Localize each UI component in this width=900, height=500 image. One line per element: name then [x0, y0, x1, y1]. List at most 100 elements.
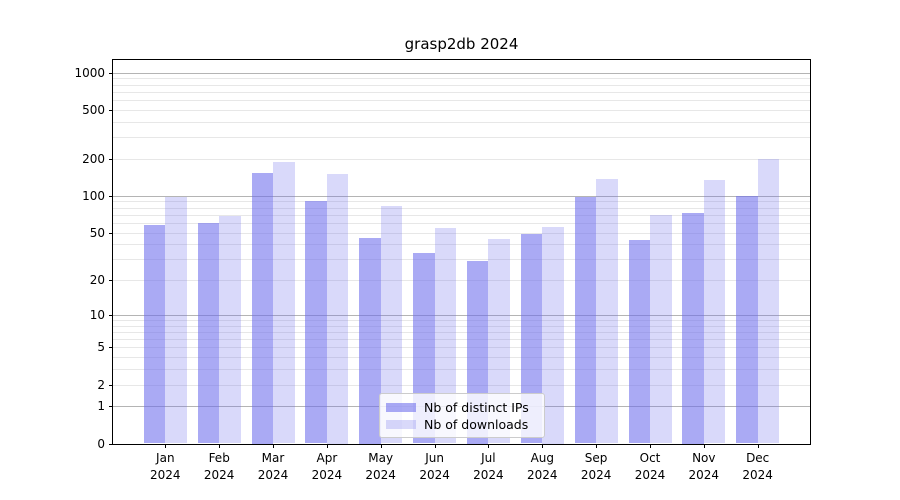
- grid-line-minor-7: [113, 331, 810, 333]
- legend-swatch-distinct-ips: [386, 402, 416, 412]
- x-tick-label-year-jun: 2024: [419, 467, 450, 482]
- bar-aug-downloads: [542, 226, 564, 444]
- bar-aug-distinct-ips: [520, 233, 543, 444]
- bar-jan-downloads: [165, 197, 187, 444]
- bar-nov-distinct-ips: [682, 212, 704, 444]
- y-tick-label-100: 100: [82, 188, 105, 203]
- legend-entry-distinct-ips: Nb of distinct IPs: [386, 399, 536, 415]
- x-tick-aug: [542, 443, 544, 448]
- x-tick-label-oct: Oct 2024: [620, 450, 680, 484]
- x-tick-label-year-sep: 2024: [580, 467, 612, 482]
- grid-line-minor-9: [113, 319, 810, 321]
- bar-jan-distinct-ips: [143, 224, 166, 444]
- x-tick-oct: [650, 443, 651, 448]
- grid-line-minor-600: [113, 100, 810, 102]
- chart-title: grasp2db 2024: [404, 35, 519, 53]
- grid-line-minor-2: [113, 384, 810, 386]
- x-tick-label-year-nov: 2024: [688, 467, 720, 482]
- bar-nov-downloads: [703, 179, 726, 444]
- y-tick-label-1000: 1000: [74, 65, 105, 80]
- y-tick-label-10: 10: [89, 307, 105, 322]
- y-tick-1: [109, 406, 113, 408]
- x-tick-feb: [219, 443, 221, 448]
- y-tick-0: [109, 443, 113, 445]
- x-tick-label-month-jan: Jan: [156, 450, 175, 465]
- grid-line-minor-90: [113, 201, 810, 203]
- x-tick-label-month-oct: Oct: [639, 450, 661, 465]
- x-tick-label-jan: Jan 2024: [135, 450, 195, 484]
- x-tick-sep: [596, 443, 598, 448]
- x-tick-label-month-nov: Nov: [692, 450, 716, 465]
- grid-line-minor-500: [113, 109, 810, 111]
- grid-line-minor-300: [113, 137, 810, 139]
- bar-mar-distinct-ips: [251, 172, 273, 444]
- legend-label-distinct-ips: Nb of distinct IPs: [424, 399, 529, 415]
- x-tick-label-may: May 2024: [351, 450, 411, 484]
- x-tick-nov: [703, 443, 705, 448]
- y-tick-label-5: 5: [97, 340, 105, 355]
- x-tick-label-year-oct: 2024: [634, 467, 666, 482]
- grid-line-minor-5: [113, 347, 810, 349]
- grid-line-minor-30: [113, 259, 810, 261]
- x-tick-label-year-apr: 2024: [311, 467, 343, 482]
- y-tick-label-200: 200: [82, 151, 105, 166]
- grid-line-minor-60: [113, 222, 810, 224]
- y-tick-5: [109, 347, 113, 349]
- y-tick-label-500: 500: [82, 102, 105, 117]
- x-tick-label-month-may: May: [368, 450, 394, 465]
- grid-line-minor-20: [113, 280, 810, 282]
- bar-jul-downloads: [488, 239, 510, 444]
- y-tick-200: [109, 158, 113, 160]
- y-tick-1000: [109, 72, 113, 74]
- bar-dec-downloads: [757, 158, 780, 444]
- x-tick-label-year-jul: 2024: [473, 467, 504, 482]
- bar-oct-downloads: [650, 214, 672, 444]
- x-tick-label-year-dec: 2024: [742, 467, 773, 482]
- grid-line-major-10: [113, 314, 810, 316]
- y-tick-label-20: 20: [89, 273, 105, 288]
- grid-line-minor-800: [113, 84, 810, 86]
- y-tick-label-50: 50: [89, 225, 105, 240]
- y-tick-50: [109, 232, 113, 234]
- plot-area: [112, 58, 811, 445]
- bar-sep-distinct-ips: [574, 197, 597, 444]
- grid-line-minor-70: [113, 214, 810, 216]
- bar-apr-downloads: [326, 173, 349, 444]
- grid-line-minor-400: [113, 121, 810, 123]
- y-tick-label-2: 2: [97, 377, 105, 392]
- grid-line-minor-6: [113, 339, 810, 341]
- x-tick-label-month-feb: Feb: [208, 450, 230, 465]
- y-tick-20: [109, 280, 113, 282]
- x-tick-label-year-feb: 2024: [203, 467, 235, 482]
- x-tick-label-year-jan: 2024: [150, 467, 181, 482]
- grid-line-minor-50: [113, 232, 810, 234]
- legend-swatch-downloads: [386, 419, 416, 429]
- x-tick-label-month-mar: Mar: [261, 450, 285, 465]
- legend: Nb of distinct IPs Nb of downloads: [379, 393, 545, 438]
- grid-line-minor-900: [113, 78, 810, 80]
- legend-entry-downloads: Nb of downloads: [386, 416, 536, 432]
- grid-line-minor-700: [113, 91, 810, 93]
- x-tick-dec: [757, 443, 759, 448]
- bar-may-downloads: [380, 205, 403, 444]
- bar-oct-distinct-ips: [628, 240, 650, 444]
- bar-may-distinct-ips: [359, 238, 381, 444]
- y-tick-label-1: 1: [97, 399, 105, 414]
- x-tick-label-dec: Dec 2024: [728, 450, 788, 484]
- bar-mar-downloads: [273, 162, 295, 444]
- grid-line-minor-4: [113, 357, 810, 359]
- x-tick-label-nov: Nov 2024: [674, 450, 734, 484]
- legend-label-downloads: Nb of downloads: [424, 416, 529, 432]
- x-tick-label-month-apr: Apr: [316, 450, 338, 465]
- x-tick-jul: [488, 443, 490, 448]
- y-tick-100: [109, 195, 113, 197]
- grid-line-minor-200: [113, 158, 810, 160]
- bar-feb-distinct-ips: [197, 222, 220, 444]
- x-tick-label-year-aug: 2024: [527, 467, 558, 482]
- grid-line-minor-80: [113, 207, 810, 209]
- x-tick-label-month-jul: Jul: [481, 450, 496, 465]
- x-tick-label-year-mar: 2024: [257, 467, 289, 482]
- x-tick-label-jul: Jul 2024: [458, 450, 518, 484]
- x-tick-label-month-aug: Aug: [530, 450, 555, 465]
